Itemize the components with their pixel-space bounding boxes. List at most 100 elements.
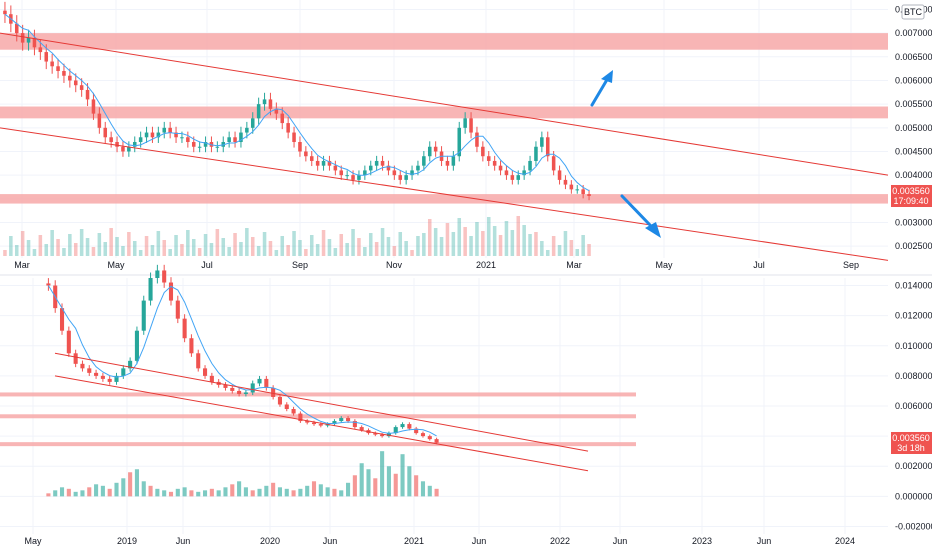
top-candle-body [475, 132, 479, 147]
top-candle-body [563, 179, 568, 185]
top-volume-bar [422, 233, 426, 256]
top-countdown: 17:09:40 [893, 196, 928, 206]
top-volume-bar [463, 227, 467, 256]
top-candle-body [445, 160, 450, 166]
bottom-candle-body [400, 424, 405, 428]
bottom-volume-bar [257, 488, 262, 497]
bottom-volume-bar [318, 484, 323, 497]
bottom-volume-bar [87, 487, 92, 497]
top-candle-body [68, 75, 72, 81]
bottom-volume-bar [189, 490, 194, 497]
bottom-volume-bar [94, 484, 99, 497]
top-volume-bar [162, 240, 167, 256]
bottom-volume-bar [182, 487, 187, 497]
bottom-candle-body [175, 300, 180, 319]
bottom-resistance-zone [0, 392, 636, 397]
top-candle-body [103, 127, 108, 138]
top-candle-body [174, 132, 178, 138]
bottom-volume-bar [414, 475, 419, 497]
bottom-grid [0, 278, 888, 534]
bottom-candle-body [380, 434, 385, 437]
top-volume-bar [416, 236, 420, 256]
top-volume-bar [127, 232, 131, 256]
projection-arrow-down [620, 194, 661, 238]
bottom-last-price: 0.003560 [892, 433, 930, 443]
bottom-candle-body [311, 422, 317, 425]
bottom-volume-bar [352, 475, 357, 497]
top-time-axis: Mar May Jul Sep Nov 2021 Mar May Jul Sep [14, 260, 859, 270]
top-candle-body [516, 175, 521, 180]
top-volume-bar [191, 239, 196, 256]
top-last-price: 0.003560 [892, 186, 930, 196]
top-candle-body [138, 137, 143, 143]
top-volume-bar [239, 242, 243, 256]
top-volume-bar [345, 243, 349, 256]
bottom-candle-body [407, 424, 412, 429]
bottom-candle-body [59, 308, 65, 331]
top-last-price-tag: 0.003560 17:09:40 [891, 185, 932, 207]
top-candle-body [91, 99, 96, 114]
top-volume-bar [286, 245, 290, 256]
bottom-volume-bar [209, 488, 214, 497]
top-volume-bar [557, 245, 562, 256]
top-volume-bar [97, 233, 102, 256]
top-volume-bar [451, 232, 456, 256]
top-candle-body [540, 137, 544, 147]
bottom-y-tick-label: 0.000000 [895, 491, 932, 501]
bottom-x-tick-label: 2023 [692, 536, 712, 546]
top-descending-channel [0, 32, 889, 261]
bottom-time-axis: May 2019 Jun 2020 Jun 2021 Jun 2022 Jun 2023 Jun 20… [24, 536, 855, 546]
bottom-resistance-zone [0, 442, 636, 447]
top-channel-lower [0, 127, 889, 261]
top-volume-bar [563, 231, 568, 256]
symbol-badge[interactable]: BTC [901, 4, 925, 20]
bottom-volume-bar [311, 481, 317, 497]
top-candle-body [587, 194, 591, 196]
top-volume-bar [492, 226, 497, 256]
bottom-y-tick-label: 0.006000 [895, 401, 932, 411]
bottom-volume-bar [73, 491, 78, 497]
top-candle-body [492, 160, 497, 166]
bottom-volume-bar [66, 488, 71, 497]
top-volume-bar [339, 234, 344, 256]
top-volume-bar [439, 237, 444, 256]
top-volume-bar [587, 244, 591, 256]
top-candle-body [56, 66, 60, 72]
top-volume-bar [250, 237, 255, 256]
top-candle-body [14, 23, 19, 34]
bottom-candle-body [386, 433, 391, 437]
top-candle-body [50, 61, 54, 67]
top-x-tick-label: May [655, 260, 673, 270]
top-y-tick-label: 0.005000 [895, 123, 932, 133]
bottom-candle-body [66, 330, 71, 354]
top-candle-body [38, 47, 43, 53]
top-candle-body [510, 175, 515, 180]
bottom-volume-bar [325, 487, 330, 497]
bottom-resistance-zones [0, 392, 636, 447]
top-candle-body [339, 170, 344, 176]
top-volume-bar [186, 230, 190, 256]
top-x-tick-label: Mar [566, 260, 582, 270]
bottom-volume-bars [46, 451, 439, 497]
top-candle-body [427, 146, 432, 157]
bottom-candle-body [346, 418, 351, 422]
top-candle-body [498, 165, 503, 171]
top-volume-bar [73, 243, 78, 256]
top-volume-bar [68, 234, 72, 256]
bottom-volume-bar [277, 487, 282, 497]
top-candle-body [233, 137, 237, 143]
bottom-candle-body [230, 387, 235, 391]
bottom-candle-body [318, 424, 323, 426]
top-volume-bar [374, 242, 379, 256]
top-volume-bar [475, 222, 479, 256]
top-candle-body [392, 170, 397, 176]
top-volume-bar [150, 245, 155, 256]
top-candle-body [422, 156, 426, 166]
top-volume-bar [44, 244, 49, 256]
top-candle-body [398, 175, 403, 180]
bottom-volume-bar [284, 488, 289, 497]
bottom-volume-bar [175, 488, 180, 497]
top-volume-bar [380, 228, 385, 256]
top-volume-bar [445, 223, 450, 256]
top-volume-bar [357, 238, 361, 256]
